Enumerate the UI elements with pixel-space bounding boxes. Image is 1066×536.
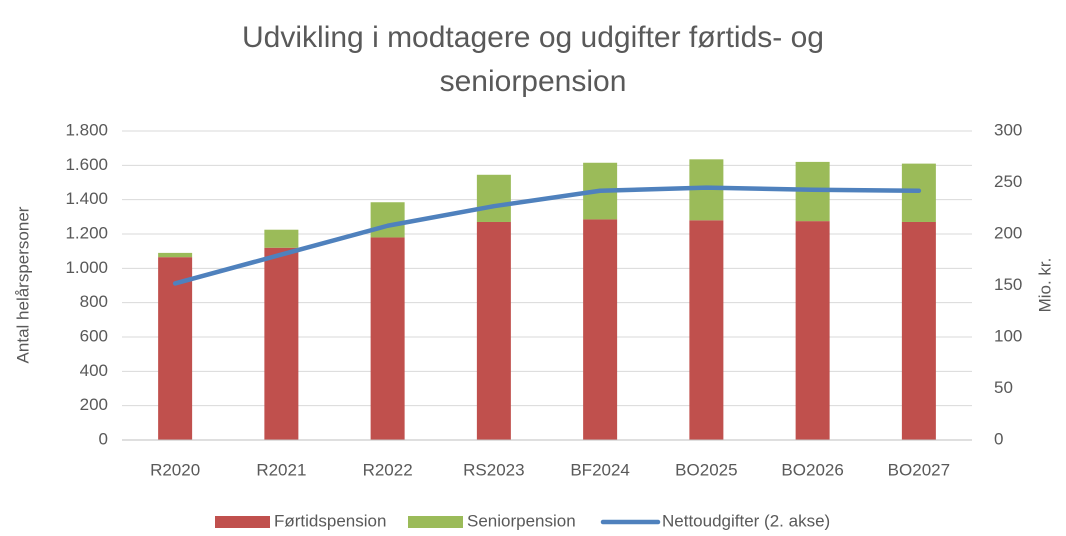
y-tick-label: 400 <box>80 361 108 380</box>
bar <box>370 237 405 440</box>
x-tick-label: BO2026 <box>781 460 843 479</box>
x-tick-label: BF2024 <box>570 460 630 479</box>
legend-label: Nettoudgifter (2. akse) <box>662 511 830 530</box>
bar <box>901 221 936 440</box>
x-tick-label: BO2025 <box>675 460 737 479</box>
bar <box>370 202 405 238</box>
bar <box>158 252 193 258</box>
bar <box>158 257 193 440</box>
bar <box>583 219 618 440</box>
y-tick-label: 200 <box>80 395 108 414</box>
x-tick-label: BO2027 <box>888 460 950 479</box>
y2-tick-label: 50 <box>994 378 1013 397</box>
y2-tick-label: 200 <box>994 223 1022 242</box>
y-tick-label: 0 <box>99 429 108 448</box>
y-axis-label: Antal helårspersoner <box>13 206 32 363</box>
y-tick-label: 1.200 <box>65 223 108 242</box>
bar <box>264 247 299 440</box>
bar <box>476 221 511 440</box>
x-tick-label: R2022 <box>363 460 413 479</box>
y2-axis-label: Mio. kr. <box>1035 258 1054 313</box>
y-tick-label: 1.600 <box>65 155 108 174</box>
legend-label: Seniorpension <box>467 511 576 530</box>
y-tick-label: 1.000 <box>65 258 108 277</box>
y2-tick-label: 150 <box>994 275 1022 294</box>
y-tick-label: 800 <box>80 292 108 311</box>
y2-tick-label: 250 <box>994 172 1022 191</box>
legend-label: Førtidspension <box>274 511 386 530</box>
y-tick-label: 600 <box>80 326 108 345</box>
y2-tick-label: 100 <box>994 326 1022 345</box>
line-series <box>172 185 922 286</box>
bar <box>264 229 299 248</box>
y2-tick-label: 0 <box>994 429 1003 448</box>
bar <box>689 220 724 440</box>
chart-title: Udvikling i modtagere og udgifter førtid… <box>242 21 824 98</box>
x-tick-label: R2021 <box>256 460 306 479</box>
y-tick-label: 1.800 <box>65 120 108 139</box>
x-tick-label: R2020 <box>150 460 200 479</box>
y2-tick-label: 300 <box>994 120 1022 139</box>
legend-swatch <box>215 516 270 528</box>
y-tick-label: 1.400 <box>65 189 108 208</box>
bar <box>476 174 511 222</box>
x-tick-label: RS2023 <box>463 460 524 479</box>
legend-swatch <box>408 516 463 528</box>
bar <box>795 221 830 440</box>
